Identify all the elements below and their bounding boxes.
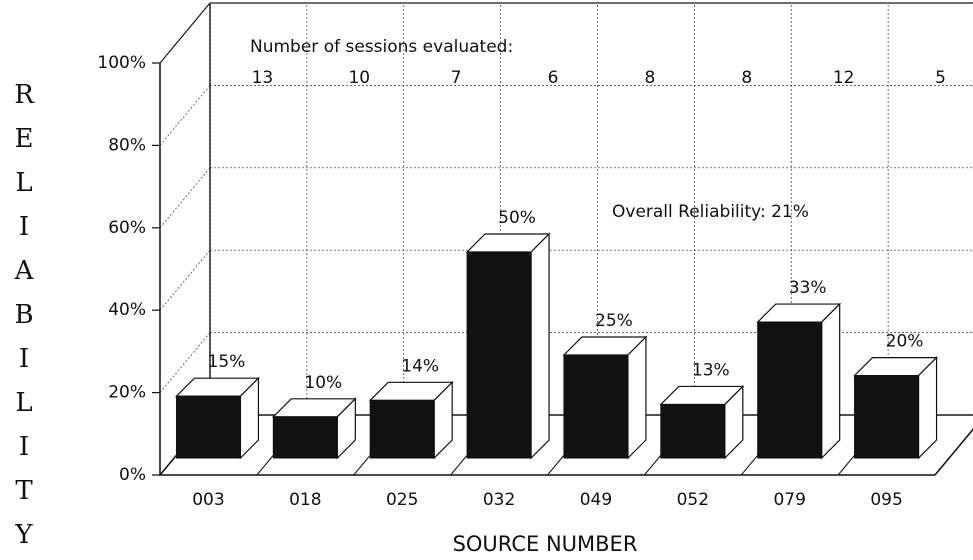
bar xyxy=(369,399,435,459)
value-label: 50% xyxy=(498,208,536,228)
y-tick-label: 60% xyxy=(108,218,146,238)
grid-line xyxy=(159,85,211,146)
bar xyxy=(466,251,532,459)
session-count: 8 xyxy=(741,68,752,88)
y-tick-label: 40% xyxy=(108,300,146,320)
grid-line xyxy=(159,167,211,229)
x-tick-label: 052 xyxy=(677,490,709,510)
y-tick-label: 0% xyxy=(119,465,146,485)
value-label: 25% xyxy=(595,311,633,331)
session-count: 13 xyxy=(252,68,274,88)
session-count: 12 xyxy=(833,68,855,88)
grid-line xyxy=(159,2,211,64)
value-label: 14% xyxy=(401,356,439,376)
bar xyxy=(854,375,920,459)
grid-line xyxy=(159,332,211,393)
bar xyxy=(563,354,629,459)
session-count: 10 xyxy=(348,68,370,88)
value-label: 15% xyxy=(208,352,246,372)
bar xyxy=(660,403,726,459)
grid-line xyxy=(159,249,211,311)
bar xyxy=(757,321,823,459)
sessions-caption: Number of sessions evaluated: xyxy=(250,37,513,57)
bar xyxy=(272,416,338,459)
y-tick-label: 100% xyxy=(97,53,146,73)
bar-side xyxy=(530,232,550,460)
y-tick-label: 80% xyxy=(108,135,146,155)
x-tick-label: 032 xyxy=(483,490,515,510)
session-count: 6 xyxy=(548,68,559,88)
floor-divider xyxy=(934,428,973,476)
x-tick-label: 018 xyxy=(289,490,321,510)
x-axis-label: SOURCE NUMBER xyxy=(453,532,638,556)
bar-side xyxy=(821,302,841,460)
value-label: 10% xyxy=(304,373,342,393)
x-tick-label: 003 xyxy=(192,490,224,510)
x-tick-label: 095 xyxy=(870,490,902,510)
value-label: 20% xyxy=(886,332,924,352)
y-axis-label: RELIABILITY xyxy=(9,80,39,560)
x-tick-label: 025 xyxy=(386,490,418,510)
x-tick-label: 079 xyxy=(773,490,805,510)
bar-side xyxy=(627,335,647,460)
session-count: 5 xyxy=(935,68,946,88)
overall-annotation: Overall Reliability: 21% xyxy=(612,202,809,222)
left-wall-top xyxy=(159,2,211,64)
bar-side xyxy=(917,356,938,460)
value-label: 33% xyxy=(789,278,827,298)
session-count: 7 xyxy=(451,68,462,88)
x-tick-label: 049 xyxy=(580,490,612,510)
session-count: 8 xyxy=(645,68,656,88)
value-label: 13% xyxy=(692,360,730,380)
bar xyxy=(175,395,241,459)
y-tick-label: 20% xyxy=(108,383,146,403)
